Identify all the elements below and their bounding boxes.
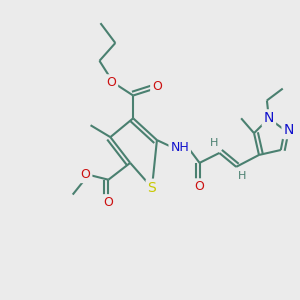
Text: O: O	[195, 180, 205, 193]
Text: N: N	[264, 111, 274, 125]
Text: S: S	[148, 181, 156, 195]
Text: NH: NH	[170, 140, 189, 154]
Text: N: N	[284, 123, 294, 137]
Text: H: H	[210, 138, 219, 148]
Text: O: O	[81, 168, 91, 181]
Text: O: O	[103, 196, 113, 209]
Text: O: O	[106, 76, 116, 89]
Text: O: O	[152, 80, 162, 93]
Text: H: H	[238, 171, 246, 181]
